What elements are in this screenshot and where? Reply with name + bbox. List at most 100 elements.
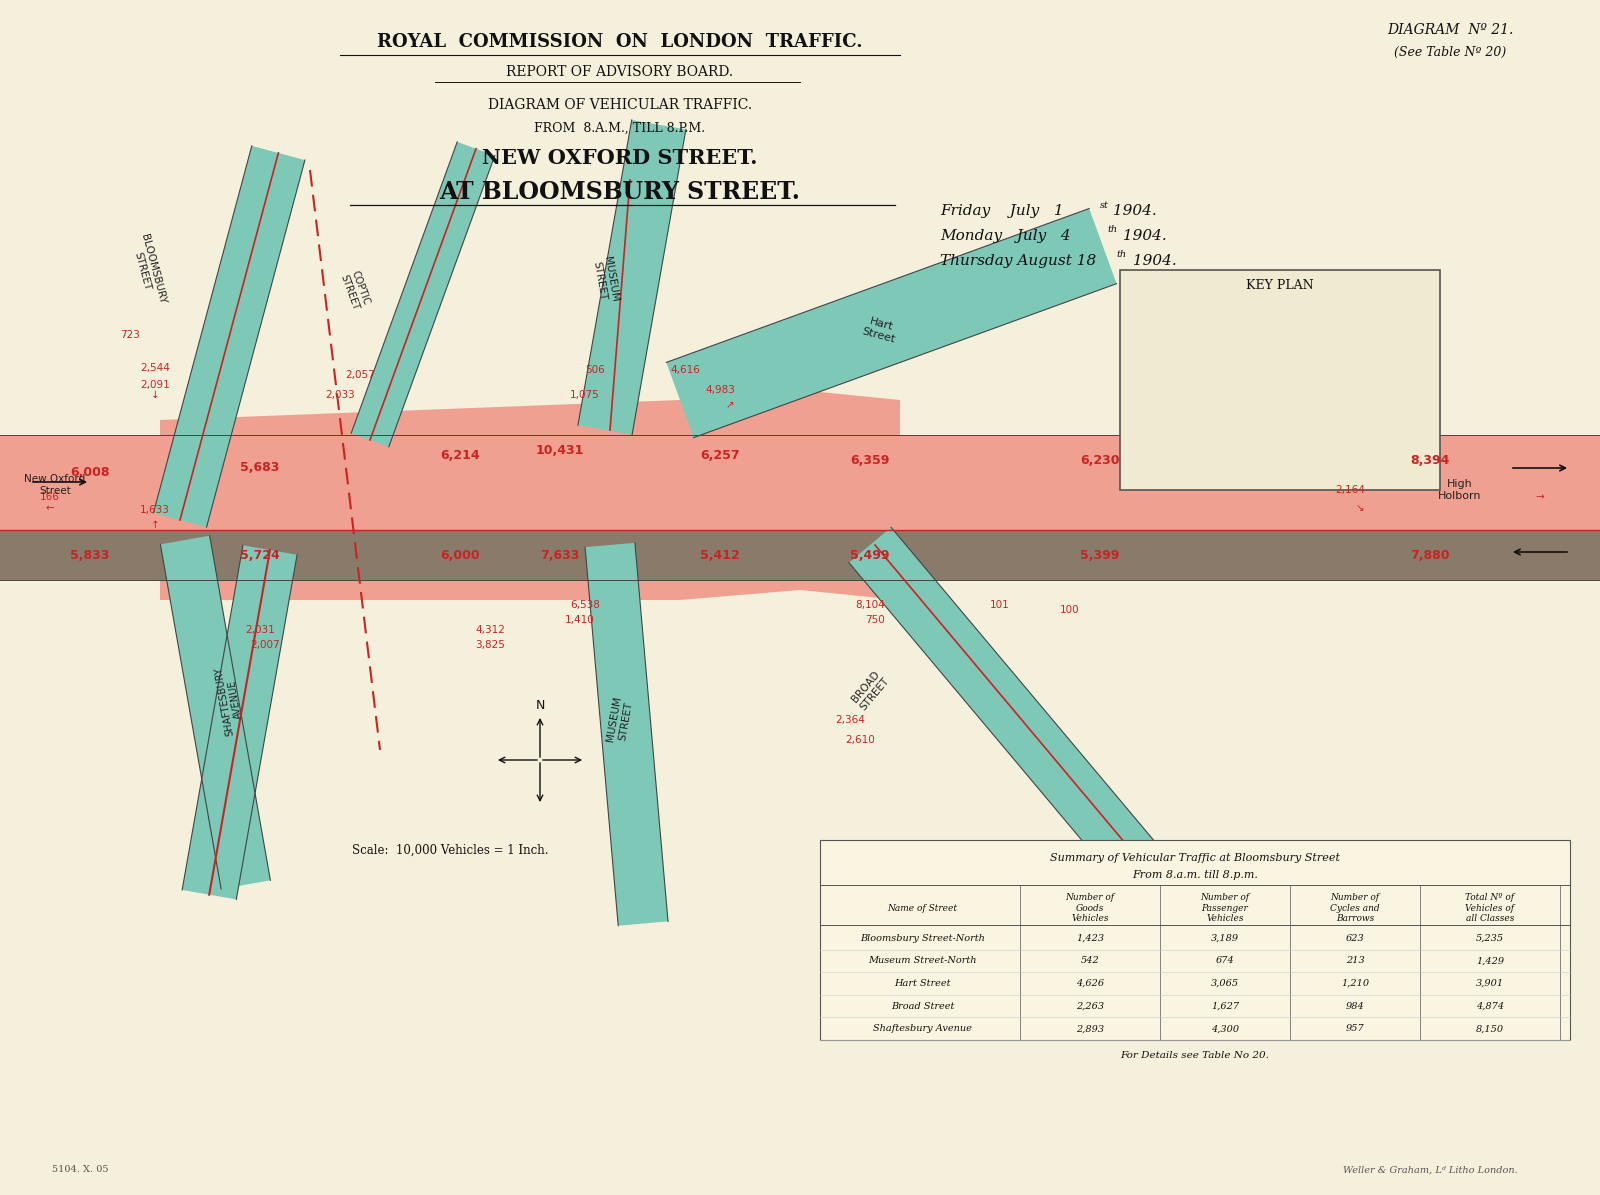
Text: DIAGRAM  Nº 21.: DIAGRAM Nº 21.: [1387, 23, 1514, 37]
Text: 1,410: 1,410: [565, 615, 595, 625]
Text: 1,423: 1,423: [1075, 933, 1104, 943]
Text: AT BLOOMSBURY STREET.: AT BLOOMSBURY STREET.: [440, 180, 800, 204]
Text: 3,065: 3,065: [1211, 979, 1238, 988]
Text: NEW OXFORD STREET.: NEW OXFORD STREET.: [482, 148, 758, 168]
Text: (See Table Nº 20): (See Table Nº 20): [1394, 45, 1506, 59]
Text: 3,189: 3,189: [1211, 933, 1238, 943]
Text: 5,833: 5,833: [70, 549, 110, 562]
Text: Broad Street: Broad Street: [891, 1001, 954, 1011]
Text: 2,544: 2,544: [141, 363, 170, 373]
Text: →: →: [1536, 492, 1544, 502]
Text: 6,214: 6,214: [440, 448, 480, 461]
Text: 2,091: 2,091: [141, 380, 170, 390]
Text: 100: 100: [1061, 605, 1080, 615]
Text: KEY PLAN: KEY PLAN: [1246, 278, 1314, 292]
Text: Total Nº of
Vehicles of
all Classes: Total Nº of Vehicles of all Classes: [1466, 893, 1515, 923]
Text: Museum Street-North: Museum Street-North: [869, 956, 976, 966]
Text: Shaftesbury Avenue: Shaftesbury Avenue: [874, 1024, 971, 1034]
Text: New Oxford
Street: New Oxford Street: [24, 474, 86, 496]
Text: 1,627: 1,627: [1211, 1001, 1238, 1011]
Text: 101: 101: [990, 600, 1010, 609]
Text: ROYAL  COMMISSION  ON  LONDON  TRAFFIC.: ROYAL COMMISSION ON LONDON TRAFFIC.: [378, 33, 862, 51]
Text: 5,235: 5,235: [1475, 933, 1504, 943]
Text: Number of
Cycles and
Barrows: Number of Cycles and Barrows: [1330, 893, 1379, 923]
Text: st: st: [1101, 201, 1109, 210]
Text: 6,359: 6,359: [850, 453, 890, 466]
Text: COPTIC
STREET: COPTIC STREET: [339, 269, 371, 311]
Text: 723: 723: [120, 330, 139, 341]
Text: For Details see Table No 20.: For Details see Table No 20.: [1120, 1050, 1269, 1060]
Text: BLOOMSBURY
STREET: BLOOMSBURY STREET: [128, 233, 168, 307]
Text: 2,033: 2,033: [325, 390, 355, 400]
Text: 3,825: 3,825: [475, 641, 506, 650]
Text: 984: 984: [1346, 1001, 1365, 1011]
Polygon shape: [160, 390, 899, 600]
Text: Hart
Street: Hart Street: [861, 315, 899, 345]
Text: 7,880: 7,880: [1410, 549, 1450, 562]
Text: MUSEUM
STREET: MUSEUM STREET: [590, 256, 619, 305]
Text: 2,164: 2,164: [1334, 485, 1365, 495]
Text: 8,394: 8,394: [1410, 453, 1450, 466]
Text: 2,610: 2,610: [845, 735, 875, 744]
Text: Hart Street: Hart Street: [894, 979, 950, 988]
Text: High
Holborn: High Holborn: [1438, 479, 1482, 501]
Text: 8,150: 8,150: [1475, 1024, 1504, 1034]
Text: Name of Street: Name of Street: [888, 903, 957, 913]
Text: ↑: ↑: [150, 520, 160, 531]
Text: MUSEUM
STREET: MUSEUM STREET: [605, 695, 635, 744]
Text: 4,300: 4,300: [1211, 1024, 1238, 1034]
Text: REPORT OF ADVISORY BOARD.: REPORT OF ADVISORY BOARD.: [507, 65, 733, 79]
Text: Monday   July   4: Monday July 4: [941, 229, 1070, 243]
Text: 4,312: 4,312: [475, 625, 506, 635]
Text: 4,616: 4,616: [670, 364, 699, 375]
Text: 674: 674: [1216, 956, 1234, 966]
Bar: [1120, 270, 1440, 490]
Text: 1904.: 1904.: [1128, 255, 1176, 268]
Text: 213: 213: [1346, 956, 1365, 966]
Text: 750: 750: [866, 615, 885, 625]
Text: 8,104: 8,104: [854, 600, 885, 609]
Text: DIAGRAM OF VEHICULAR TRAFFIC.: DIAGRAM OF VEHICULAR TRAFFIC.: [488, 98, 752, 112]
Polygon shape: [182, 545, 298, 900]
Text: Summary of Vehicular Traffic at Bloomsbury Street: Summary of Vehicular Traffic at Bloomsbu…: [1050, 853, 1341, 863]
Text: 5,499: 5,499: [850, 549, 890, 562]
Polygon shape: [578, 120, 686, 435]
Text: Weller & Graham, Lᵈ Litho London.: Weller & Graham, Lᵈ Litho London.: [1342, 1165, 1517, 1175]
Text: 2,364: 2,364: [835, 715, 866, 725]
Text: 506: 506: [586, 364, 605, 375]
Bar: [1139, 310, 1421, 350]
Text: 6,000: 6,000: [440, 549, 480, 562]
Text: 4,874: 4,874: [1475, 1001, 1504, 1011]
Text: ←: ←: [46, 503, 54, 513]
Text: 7,633: 7,633: [541, 549, 579, 562]
Polygon shape: [0, 435, 1600, 531]
Text: N: N: [536, 699, 544, 711]
Text: 6,257: 6,257: [701, 448, 739, 461]
Polygon shape: [850, 527, 1168, 893]
Text: 2,263: 2,263: [1075, 1001, 1104, 1011]
Text: 957: 957: [1346, 1024, 1365, 1034]
Text: 2,057: 2,057: [346, 370, 374, 380]
Text: ↓: ↓: [150, 390, 160, 400]
Text: 1904.: 1904.: [1118, 229, 1166, 243]
Polygon shape: [160, 535, 270, 889]
Text: 2,893: 2,893: [1075, 1024, 1104, 1034]
Text: 5,724: 5,724: [240, 549, 280, 562]
Text: 6,008: 6,008: [70, 466, 110, 478]
Text: 542: 542: [1080, 956, 1099, 966]
Text: 4,626: 4,626: [1075, 979, 1104, 988]
Text: BROAD
STREET: BROAD STREET: [850, 668, 891, 712]
Text: 1,210: 1,210: [1341, 979, 1370, 988]
Text: 1,429: 1,429: [1475, 956, 1504, 966]
Polygon shape: [154, 146, 306, 527]
Text: 5,683: 5,683: [240, 460, 280, 473]
Text: 10,431: 10,431: [536, 443, 584, 456]
Polygon shape: [352, 142, 494, 447]
Text: Number of
Goods
Vehicles: Number of Goods Vehicles: [1066, 893, 1115, 923]
Text: 3,901: 3,901: [1475, 979, 1504, 988]
Text: 6,230: 6,230: [1080, 453, 1120, 466]
Bar: [1230, 295, 1290, 474]
Text: 1,075: 1,075: [570, 390, 600, 400]
Text: Friday    July   1: Friday July 1: [941, 204, 1064, 217]
Polygon shape: [0, 531, 1600, 580]
